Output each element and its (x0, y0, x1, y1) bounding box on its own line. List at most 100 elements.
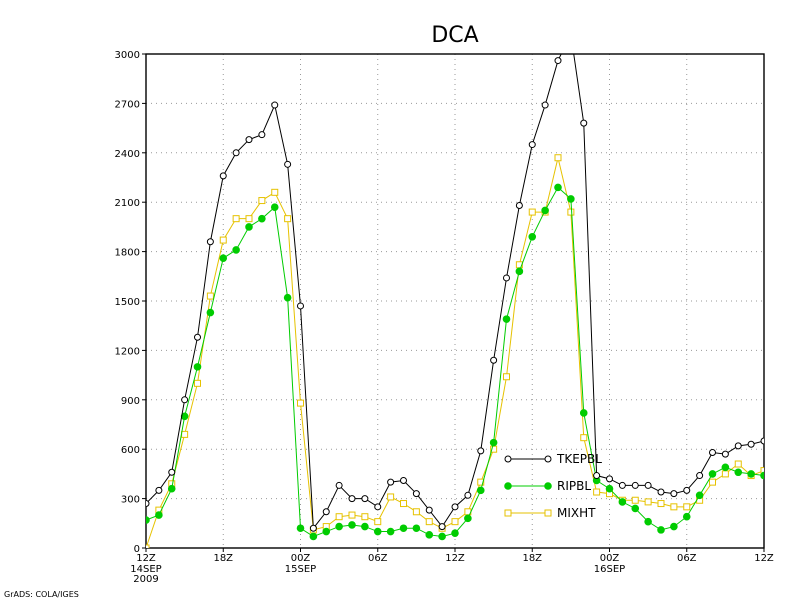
data-point-open-circle (734, 442, 742, 450)
y-tick-label: 1200 (115, 346, 140, 357)
data-point-open-square (593, 488, 601, 496)
y-tick-label: 300 (121, 495, 140, 506)
data-point-filled-circle (528, 232, 537, 241)
data-point-open-circle (528, 141, 536, 149)
data-point-open-circle (335, 481, 343, 489)
data-point-open-square (504, 509, 512, 517)
data-point-filled-circle (618, 498, 627, 506)
data-point-filled-circle (386, 527, 395, 536)
data-point-open-square (760, 467, 764, 475)
data-point-open-circle (322, 508, 330, 516)
x-tick-label: 18Z (522, 553, 542, 564)
data-point-open-circle (503, 274, 510, 282)
data-point-filled-circle (219, 254, 228, 262)
data-point-open-circle (721, 450, 729, 458)
data-point-open-circle (580, 119, 588, 127)
data-point-filled-circle (399, 524, 408, 533)
data-point-filled-circle (464, 514, 472, 523)
data-point-open-circle (245, 136, 253, 144)
data-point-open-circle (219, 172, 227, 180)
data-point-open-circle (618, 481, 626, 489)
data-point-filled-circle (476, 486, 485, 495)
footer-credit: GrADS: COLA/IGES (4, 590, 79, 599)
data-point-filled-circle (670, 522, 678, 531)
data-point-filled-circle (296, 524, 305, 533)
data-point-open-square (232, 215, 240, 223)
data-point-filled-circle (270, 203, 279, 211)
data-point-filled-circle (541, 206, 549, 215)
data-point-open-circle (181, 396, 189, 404)
data-point-filled-circle (335, 522, 343, 531)
data-point-open-circle (258, 131, 266, 139)
data-point-open-square (721, 470, 729, 478)
data-point-open-circle (194, 333, 201, 341)
data-point-open-circle (387, 478, 395, 486)
data-point-open-circle (155, 486, 163, 494)
data-point-filled-circle (544, 482, 552, 490)
data-point-filled-circle (489, 438, 498, 447)
data-point-filled-circle (504, 482, 512, 490)
x-date-label: 16SEP (594, 564, 625, 575)
x-tick-label: 12Z (754, 553, 774, 564)
data-point-filled-circle (309, 532, 318, 541)
data-point-filled-circle (708, 470, 717, 478)
data-point-filled-circle (193, 363, 202, 371)
data-point-filled-circle (322, 527, 331, 536)
data-point-filled-circle (734, 468, 743, 477)
data-point-open-square (412, 508, 420, 516)
x-tick-label: 06Z (677, 553, 697, 564)
series-ripbl (146, 183, 764, 541)
data-point-open-circle (544, 455, 552, 463)
data-point-open-square (580, 434, 588, 442)
y-tick-label: 2700 (115, 99, 140, 110)
y-tick-label: 2100 (115, 198, 140, 209)
data-point-filled-circle (682, 512, 691, 521)
data-point-open-circle (348, 495, 356, 503)
data-point-open-square (567, 208, 575, 216)
y-tick-label: 0 (134, 544, 140, 555)
x-tick-label: 00Z (600, 553, 620, 564)
data-point-open-circle (168, 468, 176, 476)
data-point-open-circle (504, 455, 512, 463)
data-point-open-square (181, 430, 189, 438)
data-point-open-circle (747, 440, 755, 448)
data-point-open-circle (644, 481, 652, 489)
legend-label: TKEPBL (556, 452, 602, 466)
x-tick-label: 12Z (136, 553, 156, 564)
data-point-open-square (503, 373, 510, 381)
data-point-open-circle (696, 472, 704, 480)
data-point-open-circle (683, 486, 691, 494)
data-point-open-square (657, 500, 665, 508)
x-tick-label: 00Z (291, 553, 311, 564)
data-point-filled-circle (373, 527, 382, 536)
data-point-open-square (734, 460, 742, 468)
data-point-filled-circle (155, 511, 163, 519)
data-point-open-square (361, 513, 369, 521)
data-point-filled-circle (644, 517, 652, 526)
data-point-filled-circle (438, 532, 446, 541)
data-point-open-square (271, 188, 279, 196)
y-tick-label: 1500 (115, 297, 140, 308)
chart-title: DCA (431, 23, 478, 48)
x-date-label: 15SEP (285, 564, 316, 575)
data-point-open-circle (568, 31, 574, 37)
data-point-open-square (374, 518, 382, 526)
data-point-open-square (219, 236, 227, 244)
data-point-open-circle (606, 475, 613, 483)
y-tick-label: 600 (121, 445, 140, 456)
data-point-filled-circle (348, 521, 356, 529)
data-point-open-square (528, 208, 536, 216)
data-point-open-square (206, 292, 214, 300)
data-point-filled-circle (515, 267, 524, 276)
data-point-open-circle (670, 490, 678, 498)
data-point-open-circle (146, 500, 150, 508)
data-point-filled-circle (605, 484, 614, 493)
data-point-open-circle (400, 476, 407, 484)
data-point-open-circle (438, 523, 446, 531)
data-point-open-circle (554, 57, 562, 65)
x-tick-label: 18Z (213, 553, 233, 564)
data-point-filled-circle (721, 463, 730, 472)
x-tick-label: 06Z (368, 553, 388, 564)
y-tick-label: 900 (121, 396, 140, 407)
data-point-open-circle (490, 356, 498, 364)
